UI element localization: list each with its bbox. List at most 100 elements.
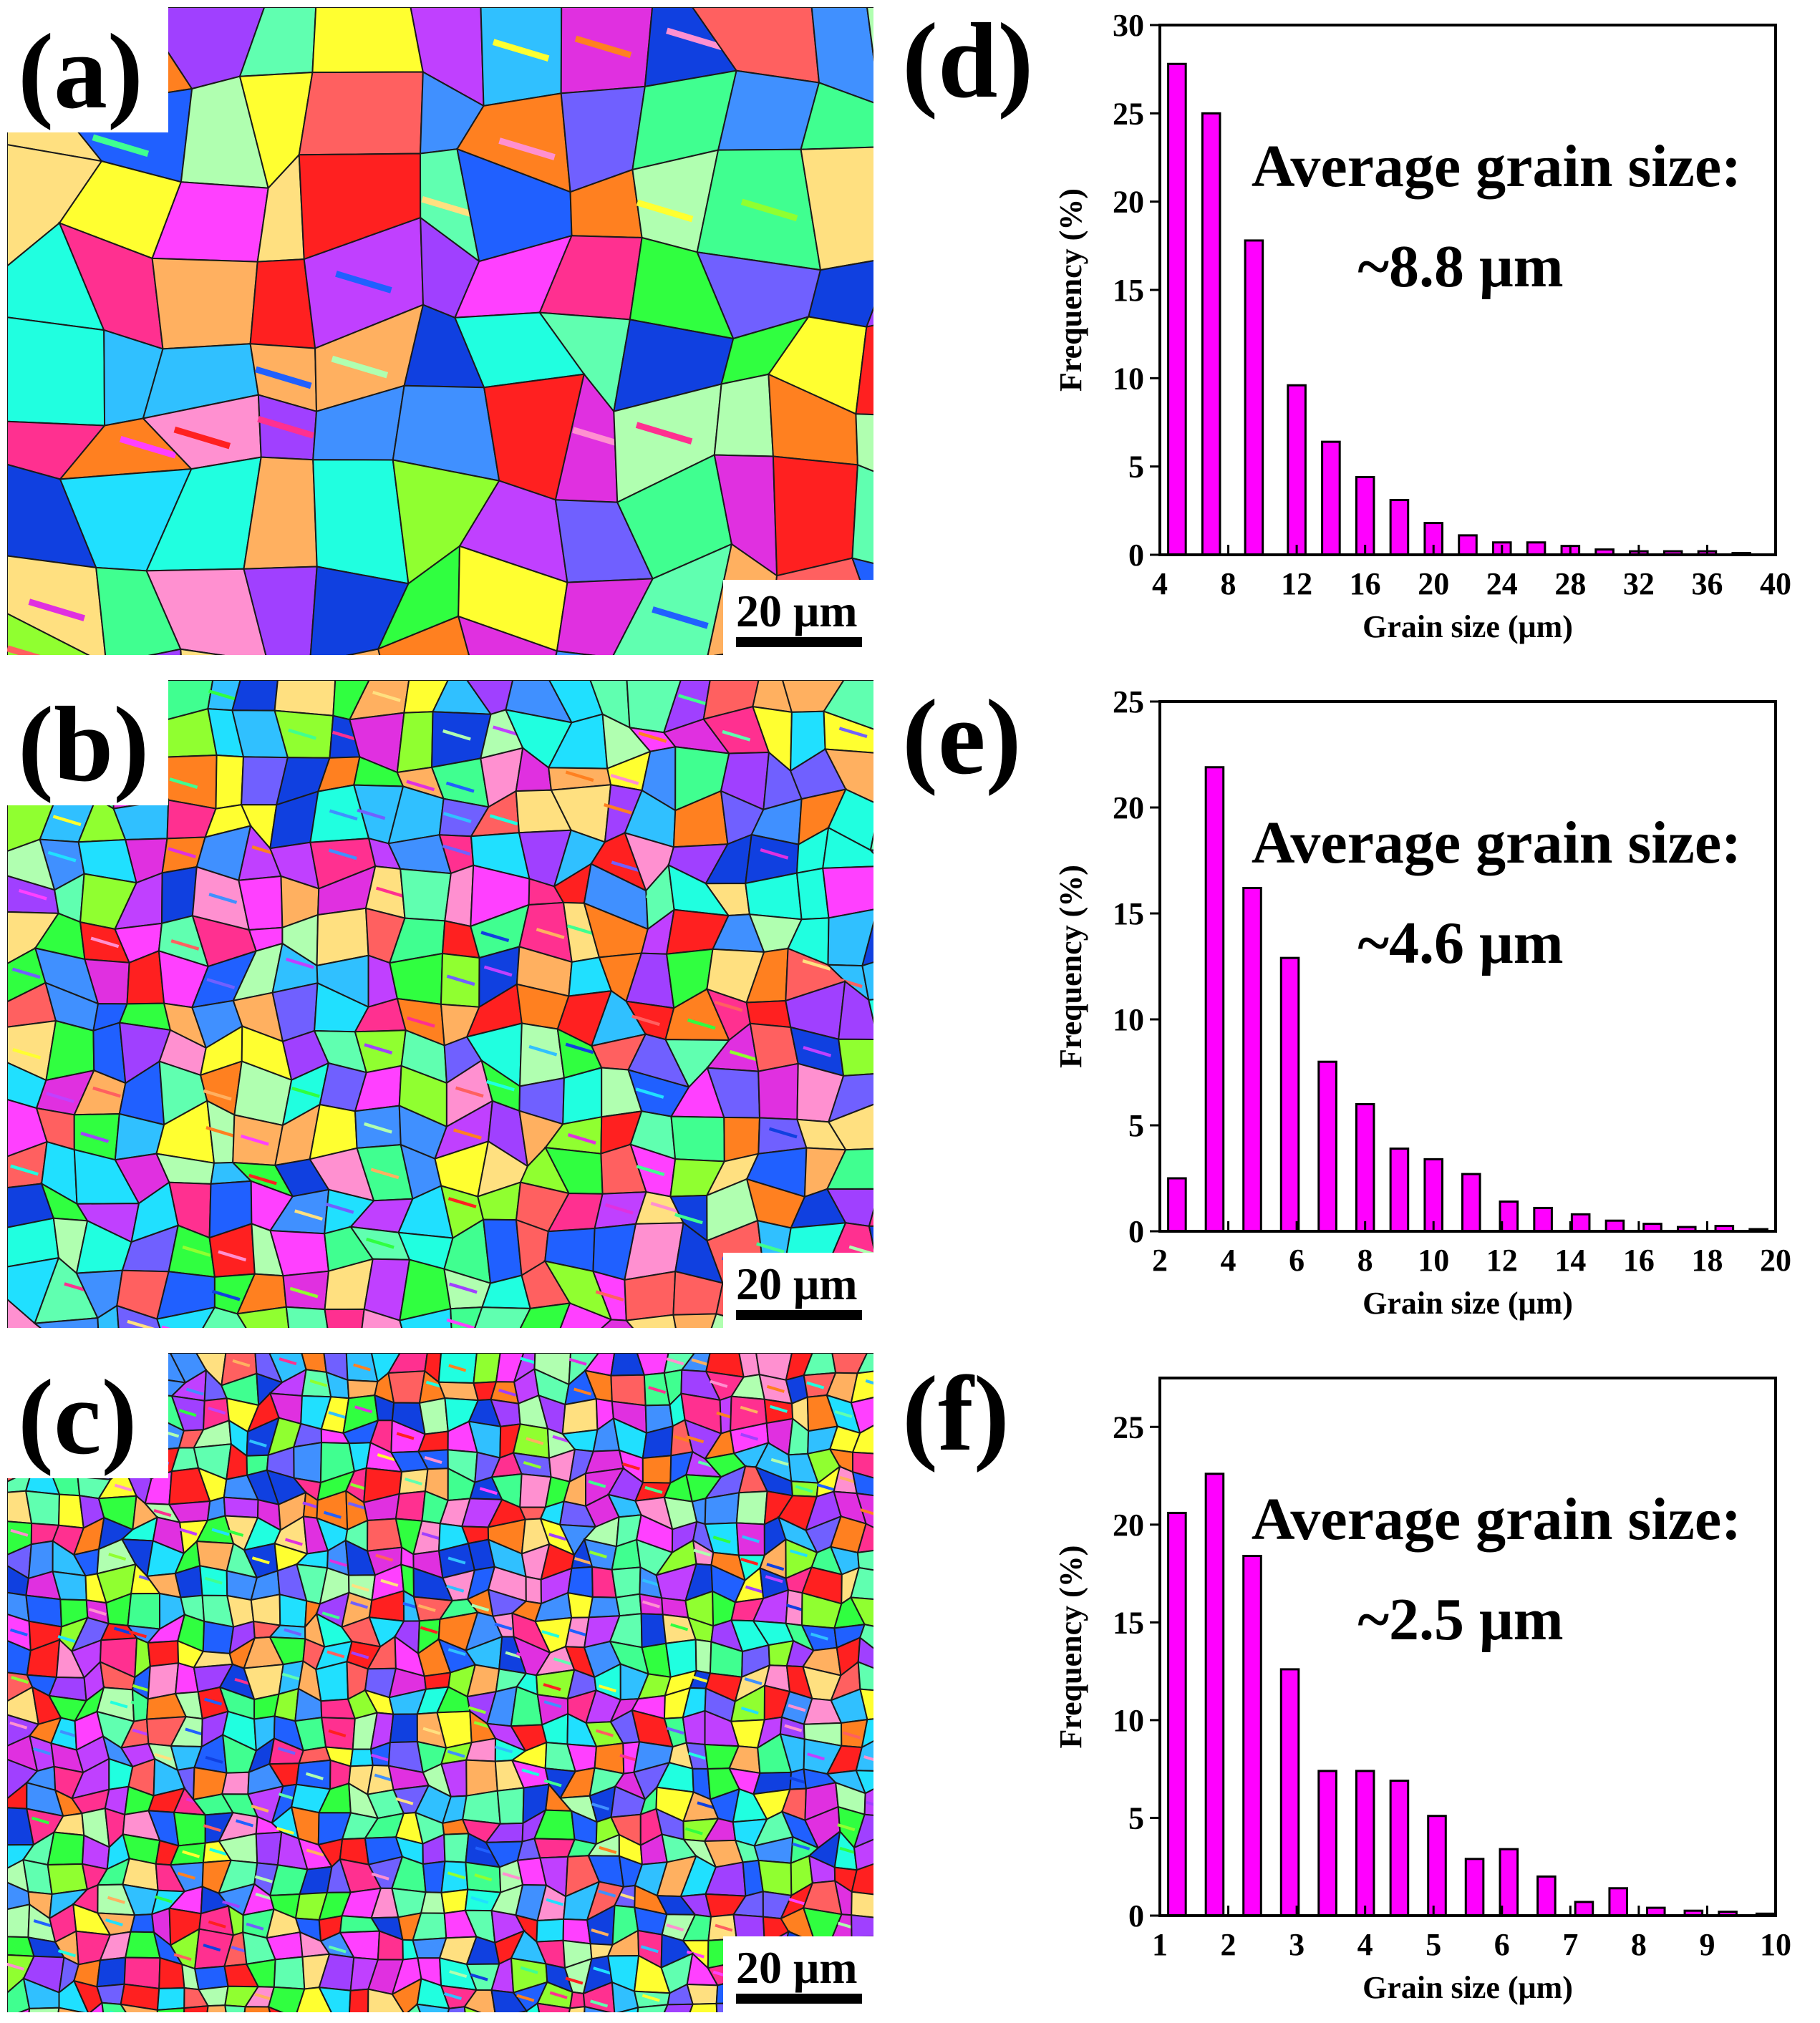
twin-band [593, 1966, 611, 1975]
twin-band [326, 1650, 345, 1659]
bar [1242, 1555, 1262, 1917]
x-tick-label: 40 [1760, 566, 1791, 601]
grain [851, 1891, 873, 1918]
bar [1279, 1668, 1300, 1917]
grain [757, 1859, 793, 1897]
grain [772, 455, 858, 577]
twin-band [588, 1480, 606, 1488]
twin-band [598, 1889, 616, 1898]
twin-band [90, 936, 120, 949]
bar [1604, 1219, 1625, 1233]
grain [463, 1989, 496, 2012]
grain [7, 1903, 31, 1939]
y-tick-label: 5 [1128, 1108, 1144, 1143]
grain [735, 1490, 768, 1525]
y-axis-label: Frequency (%) [1053, 188, 1088, 392]
twin-band [57, 1949, 76, 1958]
y-tick-label: 25 [1113, 684, 1144, 719]
x-tick-label: 36 [1691, 566, 1723, 601]
grain [850, 1397, 873, 1435]
grain [865, 306, 873, 328]
twin-band [154, 1752, 173, 1761]
twin-band [226, 1528, 244, 1537]
twin-band [211, 1528, 230, 1536]
twin-band [328, 1411, 347, 1420]
grain [324, 1308, 365, 1328]
grain [346, 648, 381, 655]
twin-band [688, 1752, 707, 1760]
grain [119, 2003, 159, 2012]
twin-band [246, 1922, 264, 1931]
twin-band [498, 137, 556, 160]
twin-band [631, 700, 660, 712]
twin-band [47, 850, 77, 863]
twin-band [446, 1584, 465, 1593]
twin-band [470, 1896, 489, 1904]
twin-band [113, 1626, 132, 1635]
grain [624, 1314, 677, 1328]
twin-band [589, 1551, 607, 1559]
y-tick-label: 0 [1128, 1214, 1144, 1249]
grain [519, 1302, 571, 1328]
ebsd-map-b: (b) 20 μm [7, 680, 873, 1328]
twin-band [523, 1460, 541, 1469]
twin-band [380, 1578, 399, 1587]
grain [215, 754, 245, 810]
twin-band [31, 1816, 49, 1825]
grain [267, 1986, 306, 2012]
panel-label: (e) [902, 678, 1021, 797]
grain [267, 2005, 284, 2012]
twin-band [110, 1700, 128, 1709]
grain [293, 1441, 323, 1484]
twin-band [573, 1387, 592, 1396]
twin-band [834, 976, 863, 989]
grain [315, 1660, 349, 1702]
twin-band [208, 689, 237, 701]
twin-band [129, 1630, 147, 1639]
twin-band [132, 1684, 150, 1692]
y-tick-label: 25 [1113, 96, 1144, 131]
grain [838, 1038, 873, 1077]
twin-band [543, 1700, 562, 1709]
x-tick-label: 2 [1221, 1927, 1236, 1962]
twin-band [59, 1730, 78, 1738]
twin-band [543, 1683, 561, 1692]
twin-band [740, 1405, 758, 1414]
twin-band [486, 1080, 515, 1092]
twin-band [236, 1819, 254, 1828]
twin-band [130, 1700, 149, 1709]
grain [800, 82, 873, 150]
twin-band [321, 1611, 340, 1620]
twin-band [687, 1018, 716, 1030]
grain [861, 921, 873, 967]
grain [496, 1787, 525, 1825]
twin-band [251, 1556, 270, 1565]
twin-band [447, 1871, 465, 1880]
bar [1389, 499, 1410, 556]
twin-band [185, 1727, 203, 1736]
histogram-d: 4 8 12 16 20 24 28 32 36 40 0 5 10 15 20 25 30 Grain size… [888, 0, 1820, 659]
grain [822, 865, 873, 919]
grain [827, 1073, 873, 1123]
grain [147, 1640, 180, 1667]
twin-band [677, 694, 707, 706]
twin-band [666, 1923, 684, 1932]
twin-band [642, 1600, 660, 1609]
twin-band [836, 1435, 854, 1444]
x-tick-label: 24 [1486, 566, 1518, 601]
grain [474, 1306, 532, 1328]
twin-band [350, 1601, 369, 1609]
twin-band [442, 812, 472, 823]
grain [221, 1771, 250, 1795]
twin-band [370, 1753, 389, 1762]
twin-band [620, 1359, 639, 1368]
twin-band [46, 1092, 74, 1104]
grain [713, 373, 774, 457]
x-tick-label: 16 [1350, 566, 1381, 601]
twin-band [447, 1556, 466, 1565]
grain [274, 680, 337, 717]
twin-band [198, 1673, 216, 1682]
twin-band [447, 1648, 466, 1656]
twin-band [182, 1850, 200, 1858]
grain [202, 1620, 235, 1654]
